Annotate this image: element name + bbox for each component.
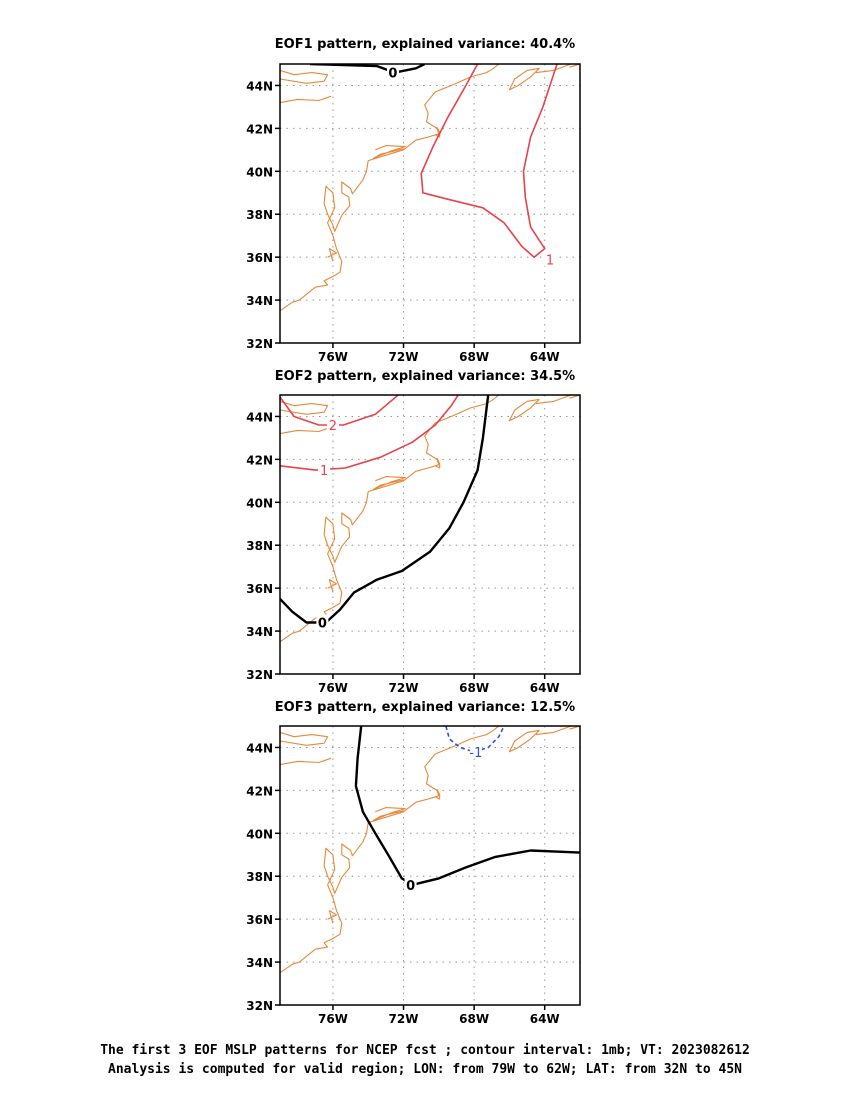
- lat-tick-label: 38N: [246, 870, 273, 884]
- eof2-title: EOF2 pattern, explained variance: 34.5%: [275, 369, 575, 384]
- lat-tick-label: 44N: [246, 410, 273, 424]
- lon-tick-label: 72W: [389, 1012, 419, 1026]
- caption-line-1: The first 3 EOF MSLP patterns for NCEP f…: [100, 1043, 750, 1058]
- coastline-segment: [368, 726, 500, 824]
- eof-figure: EOF1 pattern, explained variance: 40.4% …: [246, 37, 581, 1026]
- lat-tick-label: 38N: [246, 208, 273, 222]
- coastline-segment: [280, 426, 332, 435]
- coastline-segment: [535, 726, 572, 736]
- contours: 01: [309, 64, 558, 268]
- lon-tick-label: 64W: [530, 350, 560, 364]
- eof3-title: EOF3 pattern, explained variance: 12.5%: [275, 700, 575, 715]
- coastline-segment: [280, 822, 369, 974]
- contour-line: [309, 64, 426, 74]
- lon-tick-label: 68W: [459, 1012, 489, 1026]
- lat-tick-label: 44N: [246, 741, 273, 755]
- coastline-segment: [280, 160, 369, 312]
- contour-line: [280, 395, 459, 471]
- coastline-segment: [280, 757, 332, 766]
- coastline-segment: [372, 145, 406, 159]
- coastline: [280, 64, 580, 312]
- contour-line: [280, 395, 399, 426]
- map-frame: [279, 725, 581, 1006]
- lat-tick-label: 36N: [246, 251, 273, 265]
- lat-tick-label: 40N: [246, 165, 273, 179]
- eof1-panel: EOF1 pattern, explained variance: 40.4% …: [246, 37, 581, 364]
- coastline-segment: [280, 491, 369, 643]
- contour-label: 0: [406, 879, 415, 894]
- eof1-title: EOF1 pattern, explained variance: 40.4%: [275, 37, 575, 52]
- coastline: [280, 395, 580, 643]
- lat-tick-label: 32N: [246, 668, 273, 682]
- lat-tick-label: 36N: [246, 913, 273, 927]
- lon-tick-label: 76W: [318, 1012, 348, 1026]
- coastline-segment: [368, 395, 500, 493]
- contours: -1 0: [354, 726, 580, 894]
- contour-label: 1: [546, 253, 554, 268]
- coastline-segment: [372, 476, 406, 490]
- contour-label-bg: [318, 462, 331, 478]
- lat-tick-label: 40N: [246, 496, 273, 510]
- eof2-panel: EOF2 pattern, explained variance: 34.5% …: [246, 369, 581, 695]
- coastline-segment: [280, 731, 329, 746]
- lon-tick-label: 64W: [530, 681, 560, 695]
- lat-tick-label: 40N: [246, 827, 273, 841]
- coastline-segment: [368, 64, 500, 162]
- lon-tick-label: 68W: [459, 681, 489, 695]
- contour-label: 1: [320, 464, 328, 479]
- lat-tick-label: 38N: [246, 539, 273, 553]
- contour-label-bg: [386, 64, 399, 80]
- coastline-segment: [280, 400, 329, 415]
- contour-label-bg: [316, 614, 329, 630]
- contour-label: 0: [318, 616, 327, 631]
- lon-tick-label: 68W: [459, 350, 489, 364]
- caption-line-2: Analysis is computed for valid region; L…: [108, 1062, 742, 1077]
- coastline-segment: [535, 395, 572, 405]
- contour-line: [445, 726, 505, 753]
- lon-tick-label: 72W: [389, 681, 419, 695]
- lat-tick-label: 42N: [246, 453, 273, 467]
- contour-label: 2: [329, 419, 337, 434]
- lat-tick-label: 34N: [246, 625, 273, 639]
- lon-tick-label: 72W: [389, 350, 419, 364]
- coastline-segment: [508, 67, 540, 91]
- coastline-segment: [280, 95, 332, 104]
- contour-label-bg: [404, 876, 417, 892]
- contour-line: [420, 64, 558, 259]
- coastline-segment: [508, 729, 540, 753]
- contour-label-bg: [469, 743, 482, 759]
- contour-label-bg: [544, 251, 556, 267]
- lat-tick-label: 32N: [246, 337, 273, 351]
- eof3-panel: EOF3 pattern, explained variance: 12.5% …: [246, 700, 581, 1026]
- coastline-segment: [327, 910, 338, 924]
- coastline-segment: [435, 789, 441, 800]
- coastline-segment: [327, 579, 338, 593]
- contour-label: -1: [469, 746, 482, 761]
- map-frame: [279, 394, 581, 675]
- lon-tick-label: 64W: [530, 1012, 560, 1026]
- map-frame: [279, 63, 581, 344]
- lat-tick-label: 42N: [246, 122, 273, 136]
- lat-tick-label: 44N: [246, 79, 273, 93]
- contour-line: [280, 395, 490, 624]
- lon-tick-label: 76W: [318, 350, 348, 364]
- coastline-segment: [535, 64, 572, 74]
- coastline-segment: [508, 398, 540, 422]
- contour-line: [354, 726, 580, 886]
- coastline-segment: [280, 69, 329, 84]
- lat-tick-label: 34N: [246, 294, 273, 308]
- lon-tick-label: 76W: [318, 681, 348, 695]
- lat-tick-label: 34N: [246, 956, 273, 970]
- lat-tick-label: 36N: [246, 582, 273, 596]
- coastline-segment: [435, 458, 441, 469]
- contours: 2 1 0: [280, 395, 490, 631]
- contour-label: 0: [388, 67, 397, 82]
- lat-tick-label: 32N: [246, 999, 273, 1013]
- coastline-segment: [327, 248, 338, 262]
- contour-label-bg: [326, 417, 339, 433]
- coastline-segment: [372, 807, 406, 821]
- lat-tick-label: 42N: [246, 784, 273, 798]
- coastline: [280, 726, 580, 974]
